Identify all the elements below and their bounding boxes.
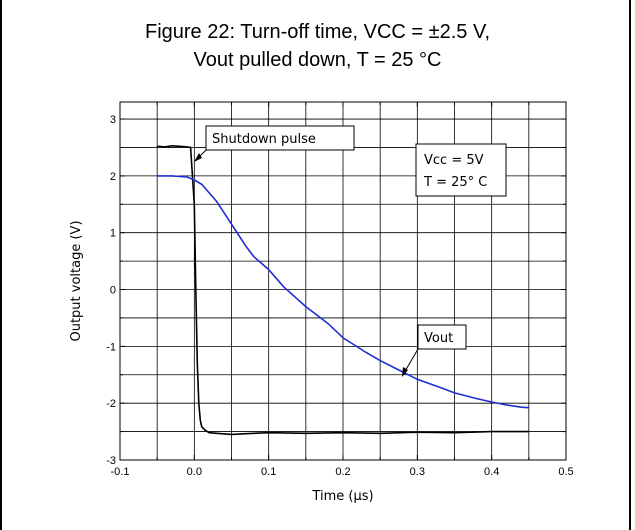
- shutdown-pulse-annotation: Shutdown pulse: [194, 125, 355, 162]
- y-tick-label: 1: [110, 228, 116, 240]
- shutdown-pulse-box: [205, 125, 355, 151]
- vout-line: [157, 175, 529, 409]
- vout-annotation: Vout: [402, 324, 467, 377]
- chart-tick-labels: -0.1 0.0 0.1 0.2 0.3 0.4 0.5 -3 -2 -1 0 1 2 3: [106, 114, 573, 478]
- x-tick-label: 0.3: [410, 466, 425, 478]
- x-tick-label: -0.1: [111, 466, 130, 478]
- vout-arrow: [403, 348, 419, 374]
- y-tick-label: -3: [106, 455, 116, 467]
- conditions-box: [415, 143, 507, 197]
- x-tick-label: 0.2: [335, 466, 350, 478]
- x-tick-label: 0.4: [484, 466, 499, 478]
- conditions-annotation: Vcc = 5V T = 25° C: [415, 143, 507, 197]
- chart-series: [157, 144, 529, 436]
- x-tick-label: 0.1: [261, 466, 276, 478]
- x-tick-label: 0.0: [187, 466, 202, 478]
- shutdown-pulse-arrowhead: [194, 153, 202, 162]
- y-axis-label: Output voltage (V): [69, 220, 84, 341]
- y-tick-label: -2: [106, 398, 116, 410]
- figure-title-line-1: Figure 22: Turn-off time, VCC = ±2.5 V,: [144, 21, 491, 43]
- y-tick-label: 3: [110, 114, 116, 126]
- x-tick-label: 0.5: [558, 466, 573, 478]
- temperature-condition-label: T = 25° C: [423, 175, 487, 190]
- y-tick-label: 0: [110, 285, 116, 297]
- figure-title-line-2: Vout pulled down, T = 25 °C: [193, 49, 442, 71]
- shutdown-pulse-label: Shutdown pulse: [212, 132, 316, 147]
- vout-label: Vout: [424, 331, 453, 346]
- chart-ticks: [119, 102, 567, 461]
- y-tick-label: -1: [106, 341, 116, 353]
- vcc-condition-label: Vcc = 5V: [424, 153, 484, 168]
- x-axis-label: Time (µs): [311, 489, 373, 504]
- vout-arrowhead: [402, 367, 408, 377]
- y-tick-label: 2: [110, 171, 116, 183]
- shutdown-pulse-line: [157, 144, 529, 436]
- vout-box: [417, 324, 467, 350]
